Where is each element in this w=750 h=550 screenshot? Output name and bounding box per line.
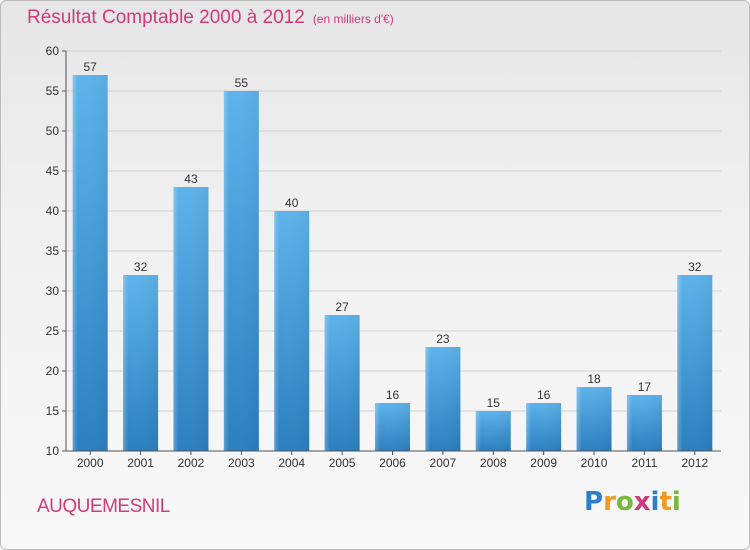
y-tick-label: 40 — [46, 204, 60, 218]
logo-letter: r — [603, 487, 616, 517]
x-tick-label-2006: 2006 — [379, 456, 406, 470]
logo-letter: o — [615, 487, 634, 517]
y-tick-label: 30 — [46, 284, 60, 298]
chart-title: Résultat Comptable 2000 à 2012 (en millie… — [27, 7, 394, 29]
y-tick-label: 55 — [46, 84, 60, 98]
data-label-2009: 16 — [537, 388, 551, 402]
x-tick-label-2012: 2012 — [681, 456, 708, 470]
title-unit: (en milliers d'€) — [312, 12, 394, 26]
logo-letter: t — [659, 487, 672, 517]
data-label-2000: 57 — [84, 60, 98, 74]
x-tick-label-2009: 2009 — [530, 456, 557, 470]
data-label-2002: 43 — [184, 172, 198, 186]
bar-shading — [123, 275, 159, 451]
x-tick-label-2001: 2001 — [127, 456, 154, 470]
data-label-2001: 32 — [134, 260, 148, 274]
bar-shading — [576, 387, 612, 451]
x-tick-label-2002: 2002 — [178, 456, 205, 470]
x-tick-label-2010: 2010 — [581, 456, 608, 470]
bar-shading — [223, 91, 259, 451]
logo-letter: P — [584, 487, 604, 517]
x-tick-label-2000: 2000 — [77, 456, 104, 470]
bar-shading — [626, 395, 662, 451]
bars: 57 32 43 55 40 27 16 23 15 16 18 17 32 — [72, 60, 713, 451]
logo-letter: x — [633, 487, 651, 517]
y-tick-label: 60 — [46, 44, 60, 58]
bar-shading — [375, 403, 410, 451]
x-tick-label-2011: 2011 — [632, 456, 658, 470]
x-tick-label-2003: 2003 — [228, 456, 255, 470]
x-tick-label-2005: 2005 — [329, 456, 356, 470]
bar-shading — [526, 403, 562, 451]
data-label-2003: 55 — [235, 76, 249, 90]
y-tick-label: 10 — [46, 444, 60, 458]
commune-name: AUQUEMESNIL — [37, 496, 170, 517]
x-tick-label-2008: 2008 — [480, 456, 507, 470]
title-text: Résultat Comptable 2000 à 2012 — [27, 7, 305, 28]
data-label-2012: 32 — [688, 260, 702, 274]
x-axis: 2000 2001 2002 2003 2004 2005 2006 2007 2008 2009… — [66, 450, 721, 470]
logo-letter: i — [650, 487, 660, 517]
bar-shading — [173, 187, 209, 451]
data-label-2010: 18 — [587, 372, 601, 386]
y-tick-label: 15 — [46, 404, 60, 418]
data-label-2005: 27 — [335, 300, 349, 314]
y-tick-label: 35 — [46, 244, 60, 258]
logo-letter: i — [671, 487, 681, 517]
bar-shading — [677, 275, 713, 451]
data-label-2008: 15 — [487, 396, 501, 410]
proxiti-logo[interactable]: Proxiti — [584, 487, 681, 517]
data-label-2007: 23 — [436, 332, 450, 346]
bar-shading — [72, 75, 108, 451]
y-tick-label: 50 — [46, 124, 60, 138]
y-tick-label: 20 — [46, 364, 60, 378]
bar-shading — [425, 347, 461, 451]
bar-shading — [324, 315, 360, 451]
data-label-2006: 16 — [386, 388, 400, 402]
bar-shading — [475, 411, 511, 451]
y-axis: 10 15 20 25 30 35 40 45 50 55 60 — [46, 44, 67, 458]
data-label-2011: 17 — [638, 380, 652, 394]
y-tick-label: 45 — [46, 164, 60, 178]
y-tick-label: 25 — [46, 324, 60, 338]
x-tick-label-2007: 2007 — [430, 456, 457, 470]
x-tick-label-2004: 2004 — [278, 456, 305, 470]
data-label-2004: 40 — [285, 196, 299, 210]
bar-shading — [274, 211, 310, 451]
